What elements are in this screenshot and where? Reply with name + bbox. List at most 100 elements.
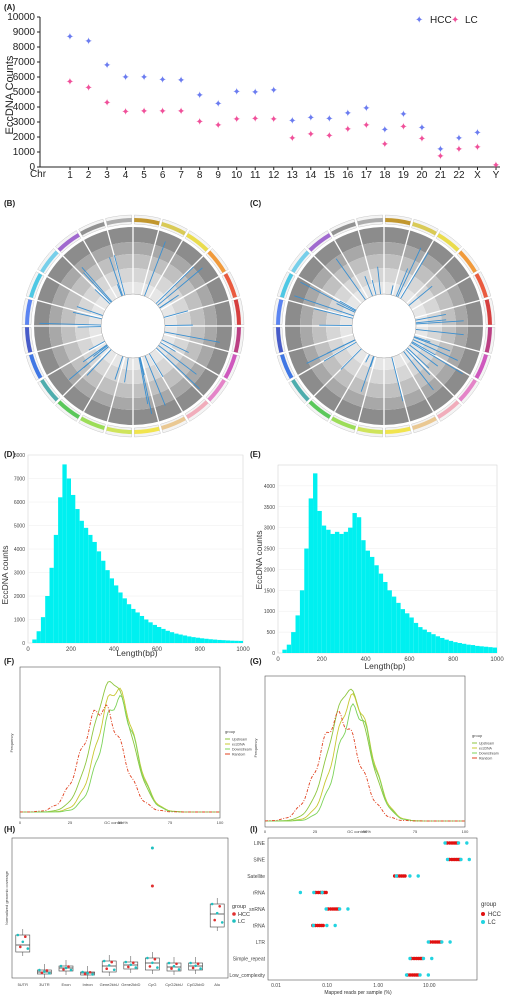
chart-g-xtick-label: 100 [462,829,469,834]
chart-e-xtick-label: 200 [317,657,328,663]
chart-e-xtick-label: 800 [448,657,459,663]
chart-h-point [132,961,135,964]
chart-d-bar [45,596,50,643]
chart-i-point-hcc [321,923,325,928]
chart-a-xtick-label: 4 [123,170,129,181]
chart-h-point [110,960,113,964]
chart-a-xtick-label: 20 [416,170,428,181]
chart-h-point [102,959,106,963]
chart-d-xtick-label: 800 [195,647,206,653]
chart-a-point-hcc: ✦ [381,125,389,136]
chart-e-bar [470,645,476,653]
chart-d-bar [114,585,119,643]
chart-e-bar [444,639,449,653]
chart-b-signal-spike [86,349,112,376]
chart-d-xtick-label: 400 [109,647,120,653]
chart-d-bar [204,638,209,643]
chart-h-point [146,956,149,960]
chart-c-karyotype-stripe [276,327,284,353]
chart-g-xtick-label: 75 [413,829,418,834]
chart-i-legend-lc: LC [488,920,496,926]
chart-d-bar [139,615,145,643]
chart-a-ytick-label: 4000 [13,102,36,113]
chart-i-point-lc [320,890,324,895]
chart-h-legend-lc-dot [232,919,236,923]
chart-d-bar [122,598,127,643]
chart-b-signal-spike [144,241,166,297]
chart-b-signal-spike [109,257,124,296]
chart-e-bar [405,613,410,653]
chart-a-xtick-label: 21 [435,170,447,181]
chart-b-karyotype-stripe [161,222,186,236]
panel-label-b: (B) [4,199,15,208]
chart-d-bar [36,631,41,643]
chart-i-ytick-label: Satellite [247,874,265,880]
chart-c-signal-spike [326,339,356,354]
chart-a-point-hcc: ✦ [121,73,129,84]
chart-i-point-lc [467,857,471,862]
chart-i-point-lc [404,973,409,977]
chart-h-xtick-label: 3UTR [39,982,50,987]
chart-h-xtick-label: Gene2kbU [100,982,119,987]
chart-a-point-lc: ✦ [492,160,500,171]
chart-g-legend-title: group [472,733,483,738]
chart-e-bar [431,634,436,653]
chart-h-point [112,968,116,972]
chart-e-xtick-label: 1000 [490,657,504,663]
chart-e-bar [317,510,322,653]
chart-c-track-divider [391,356,411,422]
chart-d-bar [58,497,63,643]
chart-i-legend-hcc: HCC [488,912,502,918]
chart-d-bar [105,570,110,643]
chart-h-point [172,964,176,968]
chart-a-point-lc: ✦ [473,142,481,153]
chart-c-signal-spike [365,354,370,363]
chart-e-bar [426,632,432,653]
chart-h-point [67,965,70,968]
chart-c-karyotype-stripe [484,327,492,353]
chart-i-point-lc [459,857,463,862]
chart-f-legend-label: eccDNA [232,743,246,747]
chart-b-karyotype-stripe [134,426,160,434]
chart-h-point [24,935,27,938]
chart-i-point-hcc [324,890,328,895]
chart-a-point-hcc: ✦ [251,88,259,99]
chart-h-point [83,972,87,976]
chart-h-point [129,963,133,967]
chart-h-point [213,918,216,922]
chart-e-bar [356,517,362,653]
chart-e-bar [413,622,419,653]
chart-a-xtick-label: 14 [305,170,317,181]
chart-b-signal-spike [158,345,197,375]
chart-c-track-divider [288,299,354,319]
chart-d-ytick-label: 7000 [14,477,25,483]
chart-d-bar [66,478,71,643]
chart-h-point [88,971,92,974]
chart-a-xtick-label: 6 [160,170,166,181]
chart-d-bar [182,635,188,643]
chart-g-gc-lines: Frequency GC content% group 0 25 50 75 100 Up… [253,675,499,834]
chart-b-karyotype-stripe [57,400,80,419]
chart-d-ylabel: EccDNA counts [0,545,10,604]
chart-d-bar [131,608,136,643]
chart-e-bar [479,646,484,653]
chart-a-xtick-label: 8 [197,170,203,181]
chart-c-karyotype-stripe [357,426,383,434]
chart-e-bar [418,627,423,653]
chart-d-bar [53,534,59,643]
chart-a-point-lc: ✦ [455,145,463,156]
chart-i-dotplot: Mapped reads per sample (%) group HCC LC… [229,837,502,996]
chart-b-signal-spike [157,267,203,306]
chart-d-xtick-label: 0 [26,647,30,653]
chart-a-point-hcc: ✦ [84,37,92,48]
chart-g-legend-label: Downstream [479,752,499,756]
chart-e-bar [440,637,445,653]
chart-e-ytick-label: 1000 [264,609,275,615]
chart-d-bar [126,604,132,643]
chart-a-xtick-label: 17 [361,170,373,181]
chart-b-signal-spike [139,357,153,414]
chart-i-point-lc [312,890,316,895]
chart-f-legend-label: Random [232,753,245,757]
chart-h-xtick-label: CpG2kbD [187,982,205,987]
